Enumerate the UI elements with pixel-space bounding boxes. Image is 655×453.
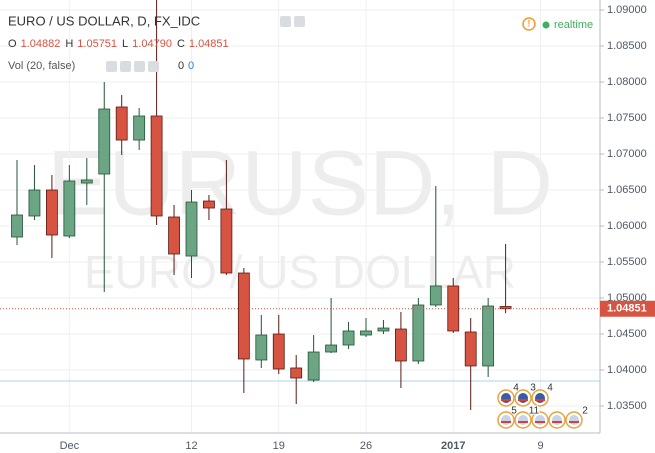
watermark: EURUSD, D <box>47 132 553 234</box>
events: 4 3 4 5 11 2 <box>497 382 589 429</box>
event-flag <box>535 393 545 403</box>
candle-body <box>360 330 372 336</box>
ohlc-value: 1.04851 <box>189 38 229 50</box>
icon-more[interactable] <box>148 61 159 72</box>
event-flag <box>518 415 528 425</box>
y-tick-label: 1.04000 <box>607 364 647 376</box>
event-flag-stripe <box>535 421 545 423</box>
event-flag-stripe <box>535 399 545 401</box>
y-tick-label: 1.05500 <box>607 256 647 268</box>
volume-value: 0 <box>178 60 184 72</box>
y-tick-label: 1.07500 <box>607 112 647 124</box>
candle-body <box>203 200 215 209</box>
event-count: 2 <box>582 406 588 417</box>
y-tick-label: 1.04500 <box>607 328 647 340</box>
icon-settings[interactable] <box>294 16 305 27</box>
warning-icon[interactable] <box>522 17 536 31</box>
candle-body <box>307 351 320 381</box>
candle-body <box>255 334 268 361</box>
candle-body <box>325 344 338 353</box>
event-flag-stripe <box>518 421 528 423</box>
realtime-dot <box>542 21 550 29</box>
candle-body <box>499 306 512 310</box>
event-flag <box>518 393 528 403</box>
candle-body <box>342 330 355 346</box>
event-flag <box>552 415 562 425</box>
y-tick-label: 1.06500 <box>607 184 647 196</box>
axes: 1.09000 1.08500 1.08000 1.07500 1.07000 1.065… <box>60 4 655 452</box>
chart-title: EURO / US DOLLAR, D, FX_IDC <box>8 13 200 28</box>
event-flag-stripe <box>569 421 579 423</box>
ohlc-value: 1.04790 <box>132 38 172 50</box>
icon-add[interactable] <box>134 61 145 72</box>
icon-eye[interactable] <box>280 16 291 27</box>
candle-body <box>464 331 477 367</box>
candle-body <box>46 189 58 236</box>
candle-body <box>133 115 146 141</box>
event-flag <box>501 415 511 425</box>
candle-body <box>482 305 495 367</box>
candle-body <box>115 106 128 141</box>
plot <box>0 0 600 411</box>
event-flag-stripe <box>518 399 528 401</box>
ohlc-key: C <box>177 38 185 50</box>
event-flag-stripe <box>552 421 562 423</box>
candle-body <box>290 367 303 379</box>
icon-eye[interactable] <box>106 61 117 72</box>
last-price-box <box>600 300 655 317</box>
volume-icons <box>106 61 159 72</box>
warning-mark: ! <box>528 18 531 28</box>
x-tick-label: 9 <box>537 440 543 452</box>
candle-body <box>80 179 93 184</box>
candle-body <box>63 180 76 237</box>
y-tick-label: 1.08500 <box>607 40 647 52</box>
candle-body <box>28 189 41 217</box>
ohlc-value: 1.04882 <box>21 38 61 50</box>
title-icons <box>280 16 305 27</box>
event-flag-stripe <box>501 421 511 423</box>
ohlc-header: O 1.04882 H 1.05751 L 1.04790 C 1.04851 <box>8 38 229 50</box>
candle-body <box>394 328 407 362</box>
candle-body <box>11 214 23 238</box>
x-tick-label: 26 <box>360 440 372 452</box>
y-tick-label: 1.07000 <box>607 148 647 160</box>
candle-body <box>168 216 180 255</box>
x-tick-label: 19 <box>273 440 285 452</box>
candle-body <box>150 115 163 217</box>
event-count: 5 <box>511 406 517 417</box>
ohlc-key: H <box>65 38 73 50</box>
event-flag-stripe <box>501 399 511 401</box>
x-tick-label: Dec <box>60 440 80 452</box>
x-tick-label: 12 <box>185 440 197 452</box>
candle-body <box>220 208 233 274</box>
event-count: 11 <box>529 406 540 417</box>
y-tick-label: 1.09000 <box>607 4 647 16</box>
volume-ma-value: 0 <box>188 60 194 72</box>
event-flag <box>501 393 511 403</box>
candle-body <box>98 108 111 175</box>
candle-body <box>272 333 285 370</box>
candle-body <box>185 201 198 257</box>
realtime-status: realtime <box>554 19 593 31</box>
volume-label: Vol (20, false) <box>8 60 75 72</box>
event-flag <box>569 415 579 425</box>
candle-body <box>429 285 442 306</box>
ohlc-key: O <box>8 38 17 50</box>
icon-settings[interactable] <box>120 61 131 72</box>
last-price-label: 1.04851 <box>607 303 647 315</box>
candle-body <box>412 304 425 362</box>
y-tick-label: 1.08000 <box>607 76 647 88</box>
candle-body <box>377 327 390 332</box>
event-count: 3 <box>530 383 536 394</box>
y-tick-label: 1.03500 <box>607 400 647 412</box>
watermark-subtitle: EURO / US DOLLAR <box>84 246 516 298</box>
ohlc-value: 1.05751 <box>77 38 117 50</box>
candle-body <box>237 272 250 360</box>
event-count: 4 <box>547 383 553 394</box>
x-tick-label: 2017 <box>441 440 465 452</box>
ohlc-key: L <box>122 38 128 50</box>
event-count: 4 <box>513 383 519 394</box>
y-tick-label: 1.06000 <box>607 220 647 232</box>
